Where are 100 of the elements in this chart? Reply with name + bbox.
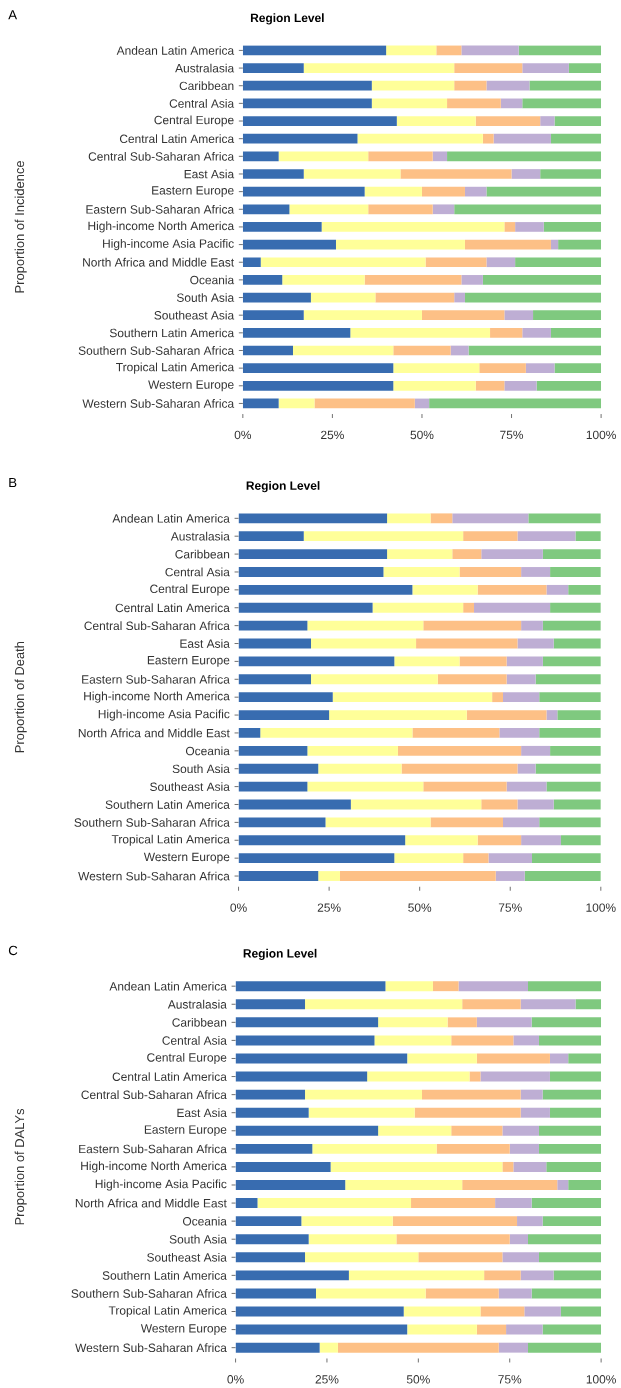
bar bbox=[504, 222, 516, 232]
bar bbox=[524, 871, 601, 881]
bar bbox=[371, 98, 448, 109]
bar bbox=[238, 620, 308, 631]
bar bbox=[433, 981, 459, 992]
bar bbox=[278, 398, 315, 409]
bar bbox=[235, 1107, 309, 1118]
bar bbox=[495, 871, 525, 881]
bar bbox=[242, 204, 290, 215]
bar bbox=[372, 602, 464, 613]
bar bbox=[540, 116, 555, 126]
bar bbox=[550, 1107, 602, 1118]
bar bbox=[520, 1107, 551, 1118]
bar bbox=[393, 380, 476, 391]
bar bbox=[235, 1324, 408, 1335]
bar bbox=[498, 1288, 532, 1299]
bar bbox=[387, 513, 431, 524]
bar bbox=[557, 1180, 569, 1190]
y-tick-label: Caribbean bbox=[175, 549, 230, 559]
bar bbox=[242, 292, 311, 303]
x-tick-label: 75% bbox=[498, 903, 522, 912]
y-tick-label: High-income Asia Pacific bbox=[103, 239, 234, 251]
bar bbox=[536, 380, 602, 391]
bar bbox=[386, 45, 437, 56]
bar bbox=[238, 513, 388, 524]
bar bbox=[495, 1198, 532, 1209]
bar bbox=[242, 327, 351, 338]
y-tick-label: Southeast Asia bbox=[154, 310, 235, 320]
bar bbox=[308, 1107, 415, 1118]
bar bbox=[551, 327, 602, 338]
bar bbox=[242, 116, 397, 126]
bar bbox=[515, 257, 602, 268]
bar bbox=[238, 763, 319, 774]
bar bbox=[465, 292, 602, 303]
bar bbox=[521, 835, 562, 846]
x-tick-label: 0% bbox=[230, 903, 247, 912]
bar bbox=[484, 1270, 521, 1281]
y-tick-label: Tropical Latin America bbox=[108, 1305, 227, 1318]
bar bbox=[418, 1252, 503, 1263]
y-tick-label: South Asia bbox=[172, 764, 230, 774]
y-tick-label: North Africa and Middle East bbox=[75, 1198, 227, 1208]
bar bbox=[521, 745, 551, 756]
y-tick-label: High-income North America bbox=[81, 1161, 227, 1173]
bar bbox=[532, 853, 601, 864]
y-tick-label: High-income North America bbox=[84, 691, 230, 703]
bar bbox=[542, 620, 601, 631]
bar bbox=[423, 620, 522, 631]
y-tick-label: Australasia bbox=[175, 63, 235, 73]
y-tick-label: Southern Sub-Saharan Africa bbox=[78, 346, 235, 355]
y-tick-label: Andean Latin America bbox=[112, 513, 230, 523]
y-tick-label: Oceania bbox=[186, 746, 230, 756]
bar bbox=[465, 186, 487, 197]
bar bbox=[558, 239, 602, 250]
bar bbox=[522, 98, 602, 109]
y-tick-label: Andean Latin America bbox=[116, 46, 235, 55]
y-tick-label: Caribbean bbox=[179, 81, 234, 91]
bar bbox=[568, 1180, 602, 1190]
bar bbox=[392, 1216, 518, 1227]
bar bbox=[480, 1071, 551, 1082]
bar bbox=[466, 710, 547, 720]
bar bbox=[528, 981, 602, 992]
bar bbox=[432, 204, 455, 215]
bar bbox=[475, 380, 505, 391]
bar bbox=[522, 63, 569, 73]
bar bbox=[476, 1017, 532, 1028]
x-tick-label: 25% bbox=[317, 903, 341, 912]
bar bbox=[528, 1342, 602, 1353]
bar bbox=[242, 257, 261, 268]
bar bbox=[403, 1306, 481, 1317]
bar bbox=[332, 692, 493, 703]
x-tick-label: 50% bbox=[406, 1375, 430, 1384]
bar bbox=[394, 656, 460, 667]
text: B bbox=[9, 477, 17, 488]
bar bbox=[235, 1288, 317, 1299]
bar bbox=[539, 817, 601, 828]
bar bbox=[465, 239, 552, 250]
x-tick-label: 100% bbox=[586, 903, 616, 912]
y-axis-title: Proportion of Death bbox=[14, 641, 27, 753]
bar bbox=[450, 345, 469, 356]
y-tick-label: Central Europe bbox=[147, 1052, 227, 1065]
y-tick-label: Southeast Asia bbox=[147, 1252, 227, 1262]
bar bbox=[238, 781, 308, 792]
bar bbox=[524, 1306, 561, 1317]
y-tick-label: Eastern Europe bbox=[147, 656, 230, 667]
bar bbox=[238, 871, 319, 881]
bar bbox=[568, 63, 602, 73]
bar bbox=[235, 1017, 379, 1028]
bar bbox=[554, 363, 602, 373]
bar bbox=[350, 327, 491, 338]
bar bbox=[405, 835, 478, 846]
bar bbox=[458, 981, 529, 992]
bar bbox=[235, 1143, 313, 1154]
bar bbox=[312, 1143, 437, 1154]
y-tick-label: Australasia bbox=[167, 999, 227, 1009]
x-tick-label: 50% bbox=[410, 430, 434, 440]
y-tick-label: Central Asia bbox=[162, 1036, 227, 1045]
bar bbox=[521, 620, 543, 631]
y-tick-label: Western Europe bbox=[140, 1324, 227, 1335]
bar bbox=[242, 310, 304, 321]
bar bbox=[546, 584, 569, 595]
